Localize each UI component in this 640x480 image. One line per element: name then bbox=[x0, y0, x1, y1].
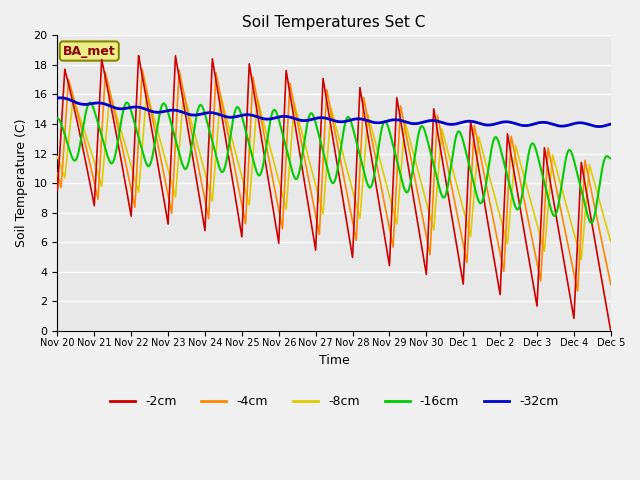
Y-axis label: Soil Temperature (C): Soil Temperature (C) bbox=[15, 119, 28, 247]
X-axis label: Time: Time bbox=[319, 354, 349, 367]
Title: Soil Temperatures Set C: Soil Temperatures Set C bbox=[243, 15, 426, 30]
Legend: -2cm, -4cm, -8cm, -16cm, -32cm: -2cm, -4cm, -8cm, -16cm, -32cm bbox=[105, 390, 563, 413]
Text: BA_met: BA_met bbox=[63, 45, 116, 58]
